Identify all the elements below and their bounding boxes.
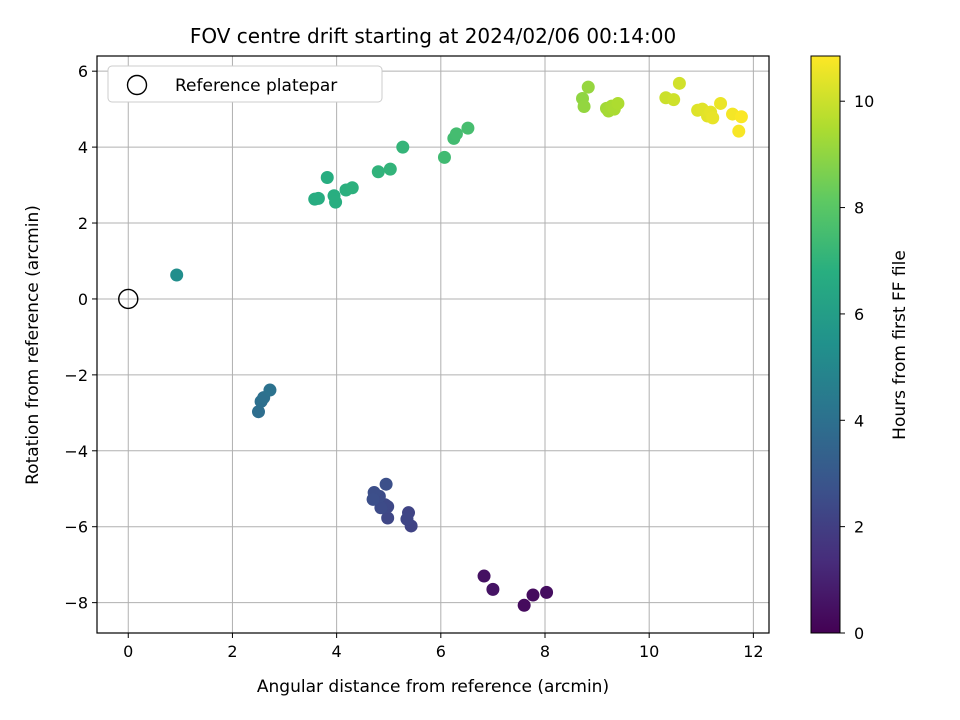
colorbar: 0 2 4 6 8 10 Hours from first FF file [810,55,910,643]
y-tick-label: −8 [64,594,88,613]
data-point [526,588,540,602]
colorbar-tick-label: 6 [854,305,864,324]
y-tick-label: 2 [78,214,88,233]
data-point [320,170,334,184]
data-point [400,512,414,526]
y-axis-label: Rotation from reference (arcmin) [23,205,43,485]
data-point [311,191,325,205]
reference-marker [118,288,139,310]
data-point [449,127,463,141]
data-point [581,80,595,94]
data-point [371,165,385,179]
data-point [379,477,393,491]
data-point [611,96,625,110]
data-point [540,585,554,599]
data-point [667,93,681,107]
colorbar-tick-label: 2 [854,518,864,537]
data-point [734,110,748,124]
data-point [329,195,343,209]
legend: Reference platepar [107,65,383,103]
x-tick-label: 10 [639,642,659,661]
y-tick-label: −2 [64,366,88,385]
y-axis-ticks: −8 −6 −4 −2 0 2 4 6 [64,62,97,613]
data-point [366,492,380,506]
data-point [517,598,531,612]
colorbar-tick-label: 4 [854,411,864,430]
data-point [437,150,451,164]
colorbar-gradient [810,55,841,634]
scatter-points [170,76,748,612]
y-tick-label: 6 [78,62,88,81]
data-point [170,268,184,282]
legend-entry-reference: Reference platepar [175,76,337,96]
reference-marker-group [118,288,139,310]
x-tick-label: 0 [123,642,133,661]
data-point [706,111,720,125]
data-point [577,99,591,113]
data-point [672,76,686,90]
data-point [345,181,359,195]
data-point [263,383,277,397]
data-point [477,569,491,583]
x-tick-label: 8 [540,642,550,661]
data-point [383,162,397,176]
legend-reference-marker [126,74,148,96]
data-point [486,582,500,596]
colorbar-tick-label: 10 [854,92,874,111]
data-point [381,511,395,525]
y-tick-label: −6 [64,518,88,537]
colorbar-ticks: 0 2 4 6 8 10 [840,92,874,643]
chart-title: FOV centre drift starting at 2024/02/06 … [190,24,676,48]
plot-frame [96,55,770,634]
legend-box [107,65,383,103]
y-tick-label: 0 [78,290,88,309]
y-tick-label: 4 [78,138,88,157]
colorbar-tick-label: 8 [854,199,864,218]
colorbar-label: Hours from first FF file [890,250,910,440]
x-tick-label: 6 [436,642,446,661]
data-point [396,140,410,154]
data-point [732,124,746,138]
colorbar-tick-label: 0 [854,624,864,643]
x-tick-label: 2 [227,642,237,661]
x-tick-label: 12 [743,642,763,661]
data-point [251,405,265,419]
data-point [714,96,728,110]
data-point [374,501,388,515]
grid-lines [97,56,769,633]
x-axis-label: Angular distance from reference (arcmin) [257,677,609,697]
y-tick-label: −4 [64,442,88,461]
data-point [461,121,475,135]
x-axis-ticks: 0 2 4 6 8 10 12 [123,633,764,661]
x-tick-label: 4 [332,642,342,661]
